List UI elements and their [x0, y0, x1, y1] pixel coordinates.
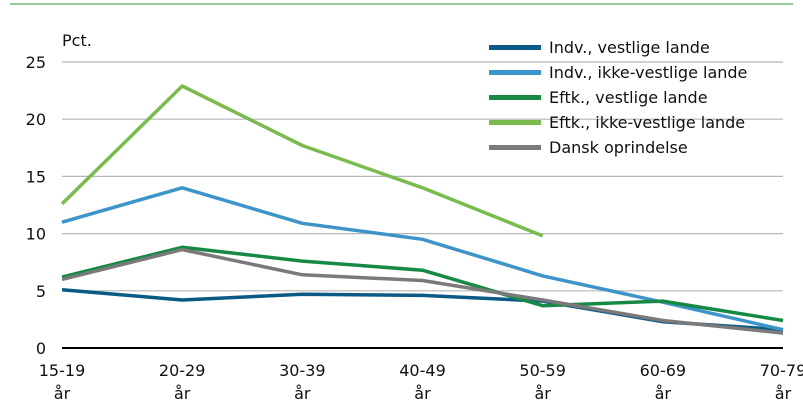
gridlines: [62, 61, 783, 292]
x-tick-label: år: [775, 384, 792, 403]
x-tick-label: 15-19: [39, 361, 86, 380]
y-tick-label: 5: [36, 282, 46, 301]
series-line-2: [61, 245, 784, 323]
y-tick-label: 20: [26, 110, 46, 129]
series-line-0: [61, 287, 784, 332]
x-tick-label: år: [54, 384, 71, 403]
x-tick-label: år: [414, 384, 431, 403]
legend-label-4: Dansk oprindelse: [549, 138, 688, 157]
y-tick-label: 25: [26, 53, 46, 72]
series-line-3: [60, 84, 544, 238]
legend-swatch-3: [489, 120, 541, 125]
y-tick-label: 10: [26, 225, 46, 244]
series-line-1: [61, 186, 784, 332]
x-tick-label: 50-59: [519, 361, 566, 380]
legend-label-1: Indv., ikke-vestlige lande: [549, 63, 747, 82]
x-tick-label: år: [294, 384, 311, 403]
x-tick-label: 40-49: [399, 361, 446, 380]
x-tick-label: 70-79: [760, 361, 803, 380]
y-unit-label: Pct.: [62, 31, 92, 50]
series-lines: [60, 84, 784, 335]
legend-label-3: Eftk., ikke-vestlige lande: [549, 113, 745, 132]
legend-swatch-4: [489, 145, 541, 150]
x-tick-label: år: [655, 384, 672, 403]
legend-swatch-1: [489, 70, 541, 75]
legend-swatch-0: [489, 45, 541, 50]
legend-swatch-2: [489, 95, 541, 100]
x-tick-label: 20-29: [159, 361, 206, 380]
axes: 0 5 10 15 20 25 15-19 år 20-29 år 30-39 år 40-49 år 50…: [26, 53, 803, 403]
x-tick-label: år: [534, 384, 551, 403]
legend-label-0: Indv., vestlige lande: [549, 38, 710, 57]
x-tick-label: 30-39: [279, 361, 326, 380]
x-tick-label: år: [174, 384, 191, 403]
y-tick-label: 0: [36, 339, 46, 358]
legend-label-2: Eftk., vestlige lande: [549, 88, 708, 107]
legend: Indv., vestlige lande Indv., ikke-vestlig…: [489, 38, 747, 157]
x-tick-label: 60-69: [640, 361, 687, 380]
y-tick-label: 15: [26, 167, 46, 186]
series-line-4: [61, 247, 784, 335]
